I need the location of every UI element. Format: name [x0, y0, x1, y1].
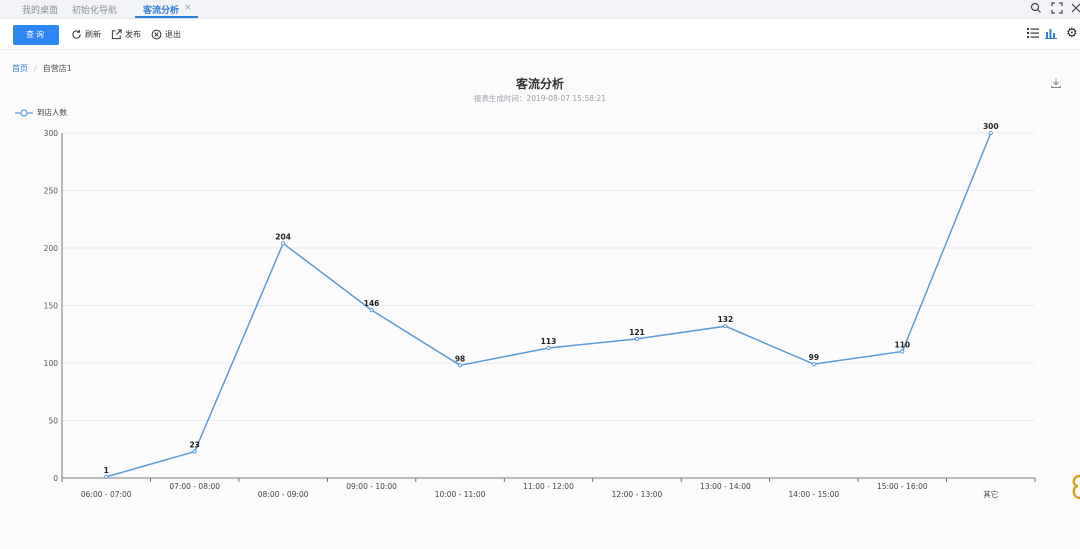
floating-helper-icon[interactable] [1070, 472, 1080, 500]
x-tick-label: 其它 [983, 489, 998, 499]
legend-line-marker-icon [15, 108, 33, 117]
fullscreen-icon[interactable] [1051, 2, 1063, 14]
breadcrumb: 首页 / 自营店1 [12, 63, 72, 74]
tab-init-navigation[interactable]: 初始化导航 [72, 6, 118, 16]
data-label: 132 [718, 315, 734, 324]
data-point [723, 324, 728, 329]
data-point [811, 362, 816, 367]
data-point [457, 363, 463, 368]
data-label: 300 [983, 122, 999, 131]
x-tick-label: 09:00 - 10:00 [346, 482, 397, 491]
data-label: 110 [894, 341, 910, 350]
x-tick-label: 10:00 - 11:00 [435, 490, 486, 499]
publish-icon [111, 28, 122, 39]
data-point [900, 349, 905, 354]
legend-label: 到店人数 [37, 108, 67, 117]
breadcrumb-current: 自营店1 [42, 64, 72, 73]
y-tick-label: 200 [44, 244, 59, 253]
chart-view-icon[interactable] [1044, 26, 1058, 40]
data-point [192, 449, 197, 454]
data-point [369, 308, 374, 313]
data-label: 1 [104, 466, 109, 475]
exit-label: 退出 [165, 29, 181, 39]
data-point [546, 345, 551, 351]
y-tick-label: 300 [44, 129, 59, 138]
data-label: 121 [629, 328, 645, 337]
active-tab-indicator [135, 16, 198, 18]
data-point [281, 241, 286, 246]
data-label: 113 [541, 337, 557, 346]
tab-traffic-analysis[interactable]: 客流分析 [143, 6, 180, 16]
search-icon[interactable] [1030, 2, 1042, 14]
exit-icon [151, 29, 162, 39]
tab-close-icon[interactable]: × [184, 3, 192, 13]
data-label: 99 [809, 353, 819, 362]
x-tick-label: 07:00 - 08:00 [169, 482, 220, 491]
data-label: 23 [189, 441, 199, 450]
breadcrumb-separator: / [34, 64, 37, 73]
x-tick-label: 08:00 - 09:00 [258, 490, 309, 499]
close-icon[interactable] [1070, 2, 1080, 14]
y-tick-label: 150 [44, 302, 59, 311]
publish-label: 发布 [125, 29, 141, 39]
data-point [104, 474, 109, 479]
content-area: 首页 / 自营店1 客流分析 报表生成时间：2019-08-07 15:58:21 … [0, 51, 1080, 549]
data-point [634, 336, 640, 341]
x-tick-label: 15:00 - 16:00 [877, 482, 928, 491]
chart-subtitle: 报表生成时间：2019-08-07 15:58:21 [473, 94, 607, 103]
y-tick-label: 0 [53, 474, 58, 483]
y-tick-label: 100 [44, 359, 59, 368]
data-label: 204 [275, 232, 291, 241]
list-view-icon[interactable] [1026, 26, 1040, 40]
x-tick-label: 06:00 - 07:00 [81, 490, 132, 499]
refresh-button[interactable]: 刷新 [71, 27, 101, 41]
exit-button[interactable]: 退出 [151, 27, 181, 41]
x-tick-label: 12:00 - 13:00 [612, 490, 663, 499]
download-icon[interactable] [1050, 77, 1062, 89]
query-button[interactable]: 查询 [13, 25, 59, 45]
refresh-icon [72, 29, 81, 39]
x-tick-label: 14:00 - 15:00 [789, 490, 840, 499]
breadcrumb-home[interactable]: 首页 [12, 64, 28, 73]
y-tick-label: 250 [44, 187, 59, 196]
tab-my-desktop[interactable]: 我的桌面 [22, 6, 59, 16]
chart-title: 客流分析 [515, 77, 564, 91]
x-tick-label: 13:00 - 14:00 [700, 482, 751, 491]
data-label: 98 [455, 354, 465, 363]
refresh-label: 刷新 [85, 29, 101, 39]
series-line [106, 132, 992, 478]
data-label: 146 [364, 299, 380, 308]
settings-gear-icon[interactable]: ⚙ [1066, 26, 1078, 41]
tab-bar: 我的桌面 初始化导航 客流分析 × [0, 0, 1080, 19]
line-chart: 0 50 100 150 200 250 300 06:00 - 07:00 07:00 - 0… [44, 122, 1036, 499]
publish-button[interactable]: 发布 [111, 27, 141, 41]
toolbar: 查询 刷新 发布 退出 [0, 19, 1080, 50]
x-tick-label: 11:00 - 12:00 [523, 482, 574, 491]
y-tick-label: 50 [48, 417, 58, 426]
chart-legend[interactable]: 到店人数 [15, 107, 67, 118]
data-point [988, 130, 993, 136]
